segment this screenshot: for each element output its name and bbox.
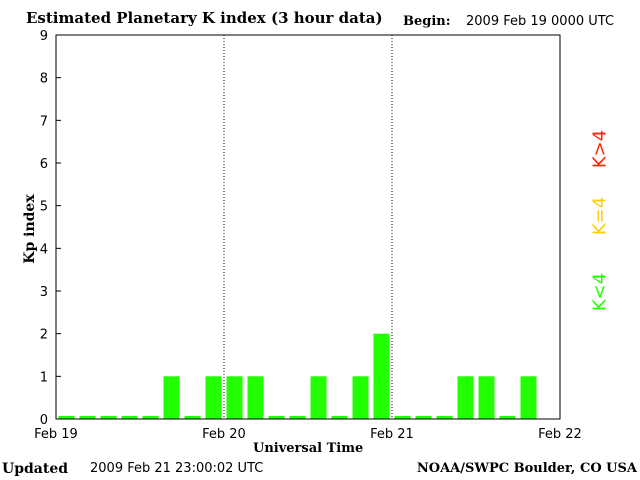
y-tick-label: 8 bbox=[40, 72, 48, 87]
kp-bar bbox=[268, 416, 285, 419]
chart-title: Estimated Planetary K index (3 hour data… bbox=[26, 9, 383, 27]
x-tick-label: Feb 19 bbox=[34, 427, 78, 442]
legend-label: K>4 bbox=[589, 129, 611, 169]
kp-bar bbox=[499, 416, 516, 419]
bars-group bbox=[58, 333, 537, 419]
y-tick-label: 1 bbox=[40, 370, 48, 385]
kp-bar bbox=[79, 416, 96, 419]
x-tick-label: Feb 20 bbox=[202, 427, 246, 442]
kp-bar bbox=[352, 376, 369, 419]
credit-text: NOAA/SWPC Boulder, CO USA bbox=[416, 461, 637, 476]
x-tick-label: Feb 21 bbox=[370, 427, 414, 442]
kp-bar bbox=[436, 416, 453, 419]
x-axis-label: Universal Time bbox=[253, 441, 364, 456]
kp-bar bbox=[394, 416, 411, 419]
kp-bar bbox=[520, 376, 537, 419]
updated-timestamp: 2009 Feb 21 23:00:02 UTC bbox=[90, 461, 264, 476]
y-tick-label: 0 bbox=[40, 413, 48, 428]
kp-bar bbox=[121, 416, 138, 419]
kp-bar bbox=[478, 376, 495, 419]
y-axis-ticks: 0 1 2 3 4 5 6 7 8 9 bbox=[40, 29, 61, 428]
legend-label: K<4 bbox=[589, 272, 611, 312]
kp-bar bbox=[205, 376, 222, 419]
x-tick-label: Feb 22 bbox=[538, 427, 582, 442]
x-axis-ticks: Feb 19 Feb 20 Feb 21 Feb 22 bbox=[34, 427, 582, 442]
kp-bar bbox=[310, 376, 327, 419]
y-axis-label: Kp index bbox=[22, 194, 38, 264]
updated-label: Updated bbox=[2, 461, 69, 477]
kp-bar bbox=[163, 376, 180, 419]
begin-label: Begin: bbox=[403, 14, 451, 29]
kp-bar bbox=[184, 416, 201, 419]
kp-bar bbox=[289, 416, 306, 419]
kp-bar bbox=[58, 416, 75, 419]
day-separators bbox=[223, 35, 393, 419]
y-tick-label: 4 bbox=[40, 242, 48, 257]
y-tick-label: 3 bbox=[40, 285, 48, 300]
kp-bar bbox=[415, 416, 432, 419]
kp-bar bbox=[373, 333, 390, 419]
kp-bar bbox=[226, 376, 243, 419]
kp-bar bbox=[142, 416, 159, 419]
kp-bar bbox=[100, 416, 117, 419]
kp-bar bbox=[457, 376, 474, 419]
y-tick-label: 2 bbox=[40, 328, 48, 343]
y-tick-label: 6 bbox=[40, 157, 48, 172]
kp-bar bbox=[247, 376, 264, 419]
y-tick-label: 5 bbox=[40, 200, 48, 215]
kp-bar bbox=[331, 416, 348, 419]
y-tick-label: 7 bbox=[40, 114, 48, 129]
plot-frame bbox=[55, 34, 561, 420]
legend-label: K=4 bbox=[589, 196, 611, 236]
begin-value: 2009 Feb 19 0000 UTC bbox=[466, 14, 615, 29]
y-tick-label: 9 bbox=[40, 29, 48, 44]
